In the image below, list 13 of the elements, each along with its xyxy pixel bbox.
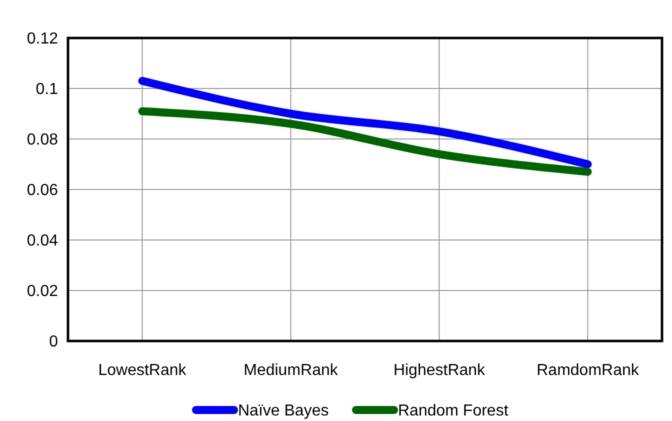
y-tick-label: 0.04 <box>26 232 58 250</box>
x-tick-label: LowestRank <box>98 362 188 379</box>
y-tick-label: 0.06 <box>26 182 58 200</box>
x-tick-label: HighestRank <box>393 362 486 379</box>
y-tick-label: 0.02 <box>26 283 58 300</box>
y-tick-label: 0 <box>49 334 58 351</box>
legend-label: Naïve Bayes <box>238 402 329 420</box>
legend-label: Random Forest <box>398 402 509 420</box>
x-tick-label: RamdomRank <box>536 362 640 379</box>
y-tick-label: 0.12 <box>26 30 58 48</box>
y-tick-label: 0.08 <box>26 132 58 149</box>
x-tick-label: MediumRank <box>244 362 339 379</box>
y-tick-label: 0.1 <box>36 81 58 98</box>
